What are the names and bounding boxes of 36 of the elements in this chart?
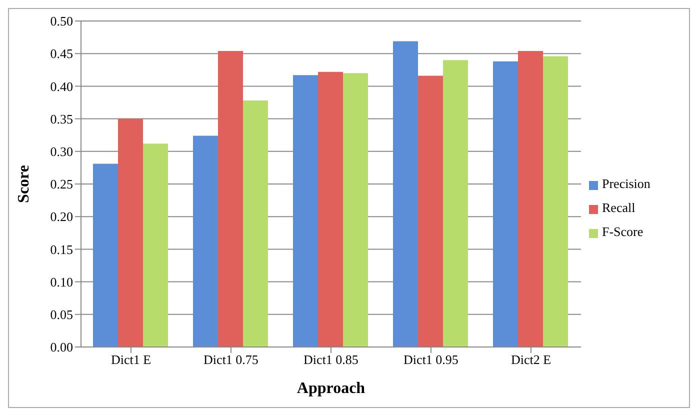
bar <box>93 164 118 347</box>
bar <box>193 136 218 347</box>
y-tick-label: 0.40 <box>50 78 73 94</box>
y-tick-label: 0.05 <box>50 307 73 322</box>
y-tick-label: 0.25 <box>50 176 73 192</box>
legend-label: Recall <box>602 200 636 215</box>
y-tick-label: 0.30 <box>50 144 73 160</box>
y-axis-title: Score <box>16 165 33 203</box>
y-tick-label: 0.50 <box>50 14 73 29</box>
y-tick-label: 0.15 <box>50 242 73 257</box>
bar <box>118 118 143 347</box>
bar <box>343 73 368 347</box>
x-axis-title: Approach <box>296 380 366 397</box>
y-tick-label: 0.00 <box>50 340 73 355</box>
bar <box>493 61 518 347</box>
bar <box>443 60 468 347</box>
x-tick-label: Dict2 E <box>510 352 552 368</box>
legend-label: Precision <box>602 176 650 191</box>
y-tick-label: 0.20 <box>50 209 73 224</box>
bar <box>518 50 543 347</box>
bar <box>143 144 168 347</box>
bar <box>318 72 343 347</box>
x-tick-label: Dict1 0.85 <box>304 352 358 368</box>
bar <box>543 56 568 347</box>
y-tick-label: 0.10 <box>50 274 73 290</box>
bar <box>218 50 243 347</box>
bar <box>418 76 443 347</box>
y-tick-label: 0.35 <box>50 111 73 126</box>
bar <box>393 41 418 347</box>
x-tick-label: Dict1 0.75 <box>204 352 258 368</box>
x-tick-label: Dict1 0.95 <box>404 352 458 368</box>
bar <box>293 75 318 347</box>
y-tick-label: 0.45 <box>50 46 73 62</box>
legend-label: F-Score <box>602 224 644 239</box>
x-tick-label: Dict1 E <box>110 352 152 368</box>
bar <box>243 100 268 347</box>
